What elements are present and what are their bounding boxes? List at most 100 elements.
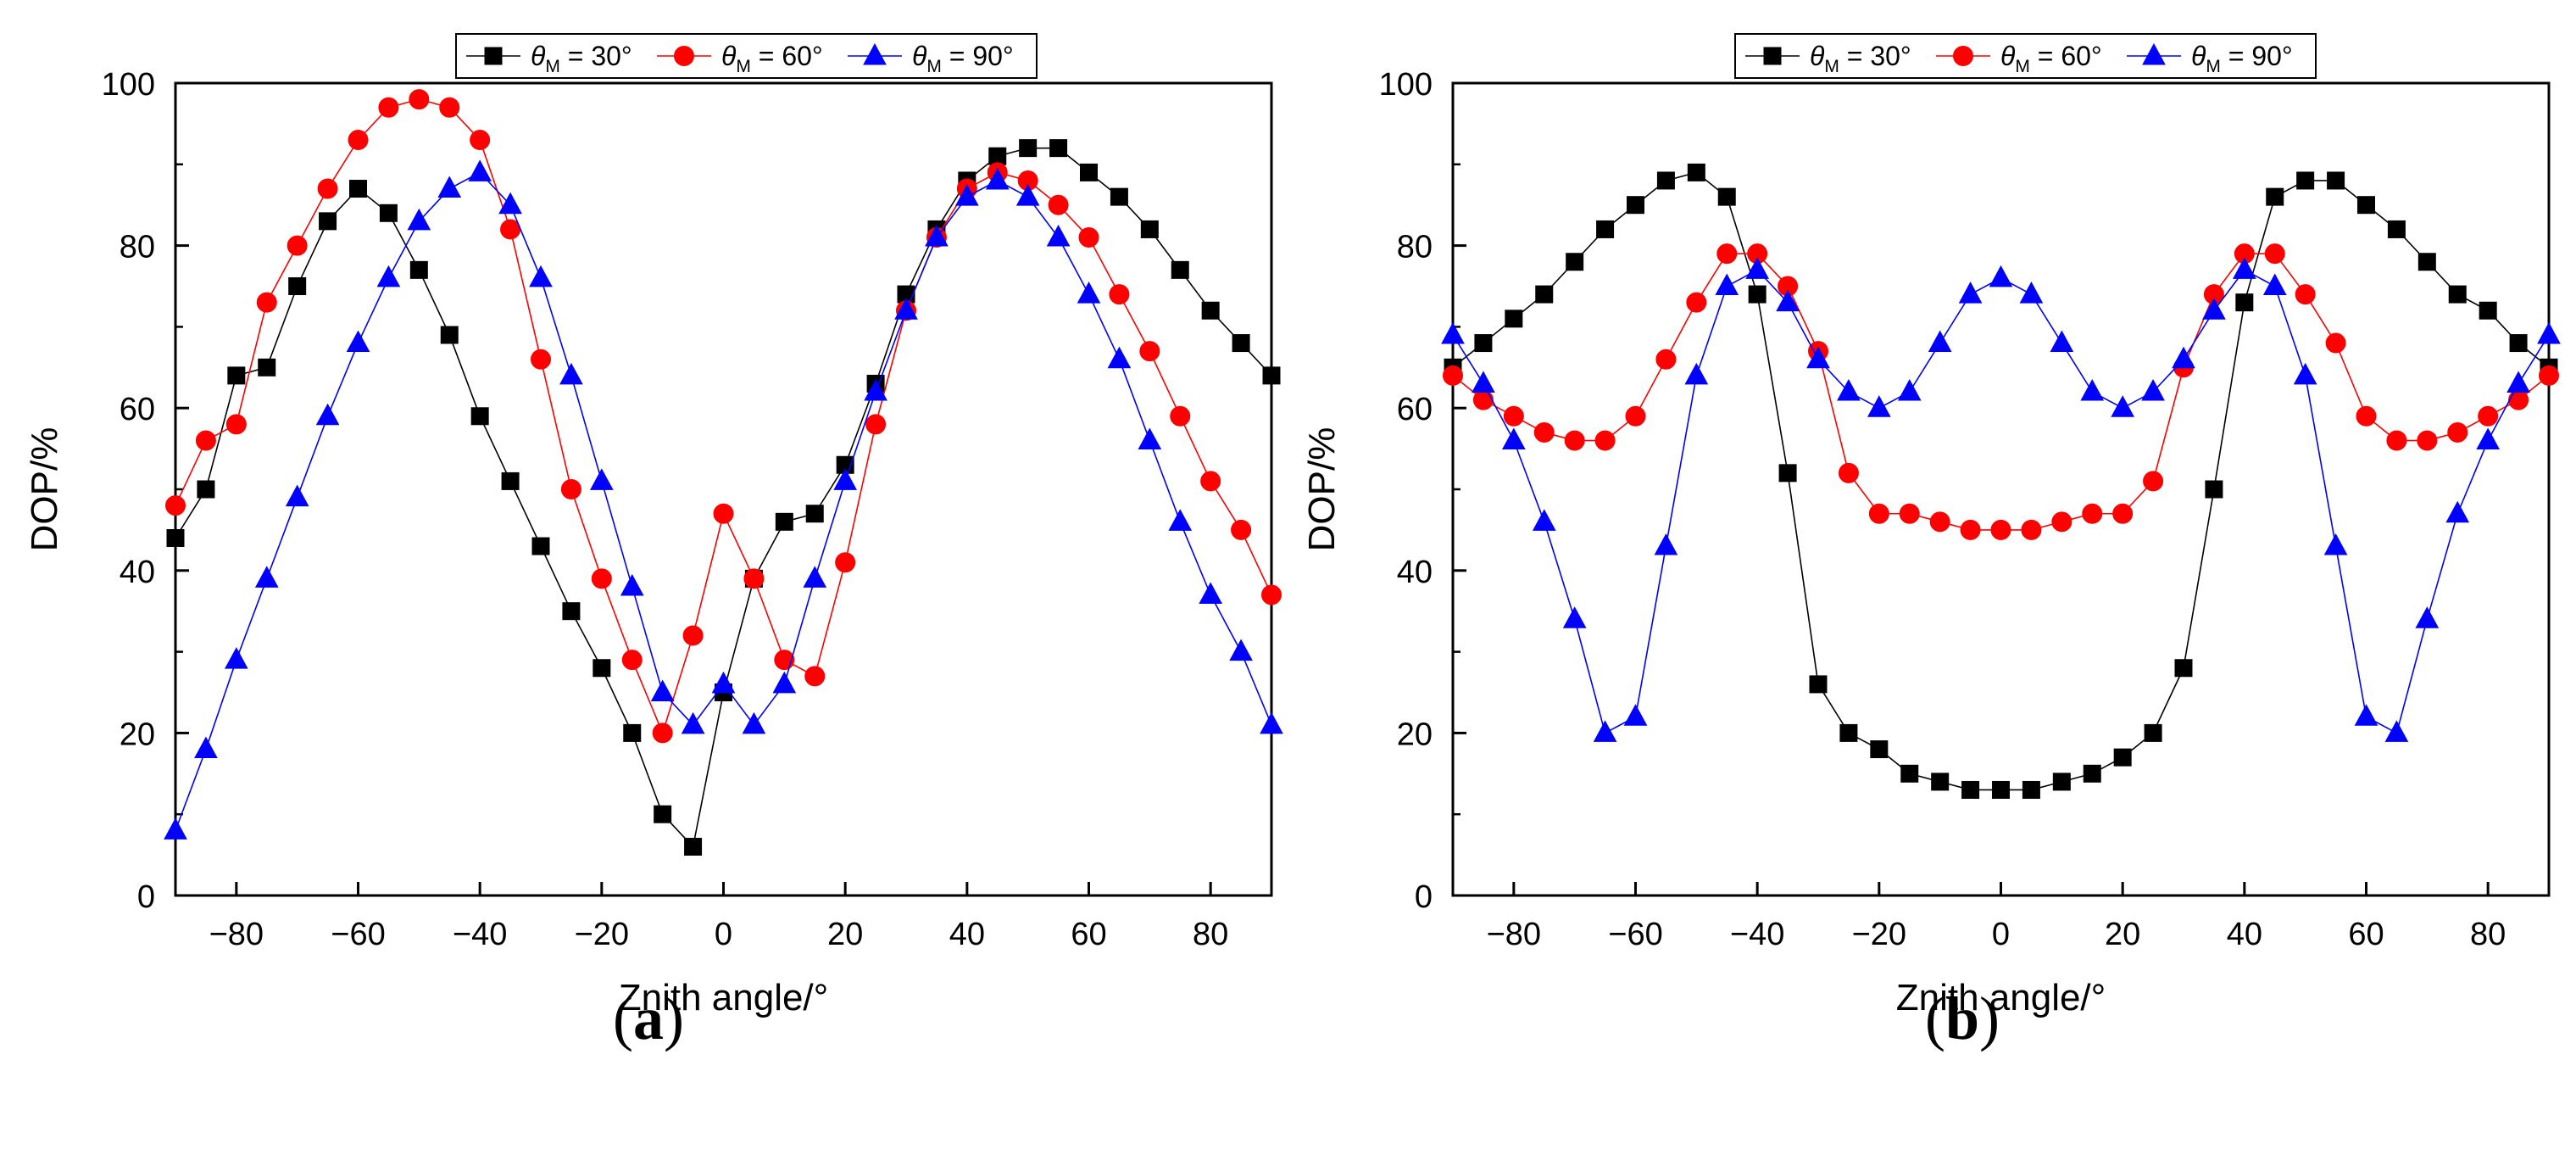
data-point bbox=[1474, 334, 1493, 353]
data-point bbox=[439, 97, 460, 118]
series-line bbox=[1452, 253, 2550, 531]
data-point bbox=[2266, 187, 2284, 206]
x-tick-label: −40 bbox=[453, 917, 507, 952]
legend-subscript: M bbox=[2206, 57, 2221, 76]
data-point bbox=[227, 366, 246, 385]
data-point bbox=[1501, 427, 1526, 450]
legend-entry: θM = 90° bbox=[848, 41, 1014, 76]
legend-entry: θM = 30° bbox=[466, 41, 632, 76]
series-3 bbox=[1441, 257, 2561, 742]
series-3 bbox=[164, 159, 1283, 840]
data-point bbox=[470, 130, 491, 151]
data-point bbox=[1596, 220, 1615, 238]
data-point bbox=[225, 414, 247, 435]
data-point bbox=[501, 471, 520, 490]
data-point bbox=[562, 602, 581, 621]
data-point bbox=[2293, 362, 2317, 385]
data-point bbox=[835, 552, 856, 573]
legend-symbol: θ bbox=[531, 41, 546, 71]
data-point bbox=[379, 204, 398, 222]
data-point bbox=[285, 484, 309, 507]
data-point bbox=[1109, 284, 1130, 305]
legend-subscript: M bbox=[926, 57, 942, 76]
data-point bbox=[1168, 509, 1193, 531]
plot-frame bbox=[174, 81, 1273, 897]
data-point bbox=[1564, 430, 1585, 451]
data-point bbox=[531, 349, 551, 370]
chart-panel-b: −80 −60 −40 −20 0 20 40 60 80 0 20 40 60 80 100 Znith a… bbox=[1301, 33, 2561, 1052]
data-point bbox=[954, 184, 979, 206]
x-tick-label: 20 bbox=[827, 917, 863, 952]
data-point bbox=[1989, 265, 2013, 287]
data-point bbox=[1684, 362, 1709, 385]
data-point bbox=[1686, 292, 1707, 313]
legend-subscript: M bbox=[1824, 57, 1839, 76]
data-point bbox=[1533, 421, 1555, 443]
data-point bbox=[804, 666, 826, 687]
x-tick-label: −20 bbox=[1852, 917, 1906, 952]
data-point bbox=[529, 265, 553, 287]
y-tick-label: 20 bbox=[1397, 717, 1433, 752]
data-point bbox=[1472, 389, 1494, 410]
data-point bbox=[1200, 471, 1221, 492]
data-point bbox=[713, 503, 734, 524]
data-point bbox=[1745, 257, 1770, 279]
data-point bbox=[2384, 720, 2409, 742]
data-point bbox=[684, 838, 703, 856]
data-point bbox=[2506, 371, 2530, 393]
data-point bbox=[2447, 421, 2468, 443]
data-point bbox=[2357, 196, 2375, 215]
data-point bbox=[1503, 405, 1524, 427]
data-point bbox=[319, 212, 337, 231]
data-point bbox=[2417, 430, 2438, 451]
data-point bbox=[1535, 285, 1554, 304]
data-point bbox=[559, 362, 583, 385]
data-point bbox=[1594, 430, 1616, 451]
data-point bbox=[1138, 427, 1162, 450]
data-point bbox=[2508, 389, 2529, 410]
data-point bbox=[1838, 462, 1859, 483]
legend-subscript: M bbox=[545, 57, 560, 76]
legend: θM = 30° θM = 60° θM = 90° bbox=[455, 33, 1038, 79]
data-point bbox=[258, 358, 276, 377]
data-point bbox=[2356, 405, 2377, 427]
data-point bbox=[2144, 723, 2162, 742]
data-point bbox=[2113, 748, 2132, 767]
x-axis-title: Znith angle/° bbox=[1896, 977, 2106, 1018]
y-tick-label: 0 bbox=[1415, 879, 1433, 915]
legend-symbol: θ bbox=[912, 41, 927, 71]
data-point bbox=[195, 430, 216, 451]
data-point bbox=[1110, 187, 1128, 206]
series-line bbox=[1452, 269, 2550, 734]
data-point bbox=[1562, 606, 1587, 628]
data-point bbox=[1806, 346, 1830, 369]
data-point bbox=[164, 817, 187, 840]
data-point bbox=[165, 495, 186, 516]
x-tick-label: −40 bbox=[1730, 917, 1784, 952]
series-2 bbox=[1443, 243, 2559, 540]
data-point bbox=[376, 265, 401, 287]
y-tick-label: 100 bbox=[1379, 67, 1433, 103]
y-tick-label: 80 bbox=[1397, 230, 1433, 265]
x-tick-label: 0 bbox=[1992, 917, 2010, 952]
data-point bbox=[2235, 293, 2254, 312]
data-point bbox=[288, 277, 307, 295]
data-point bbox=[2051, 511, 2072, 533]
data-point bbox=[742, 711, 766, 734]
data-point bbox=[1171, 260, 1189, 279]
data-point bbox=[346, 330, 370, 353]
series-1 bbox=[166, 139, 1281, 856]
legend-symbol: θ bbox=[1810, 41, 1825, 71]
data-point bbox=[1776, 289, 1800, 312]
panel-label-letter: a bbox=[633, 985, 664, 1052]
data-point bbox=[1229, 639, 1253, 661]
y-axis-title: DOP/% bbox=[24, 427, 65, 552]
legend-marker bbox=[2142, 42, 2166, 65]
legend-marker bbox=[674, 46, 694, 66]
x-tick-label: 80 bbox=[2470, 917, 2506, 952]
legend-symbol: θ bbox=[2000, 41, 2016, 71]
data-point bbox=[2021, 519, 2042, 540]
data-point bbox=[593, 659, 611, 678]
plot-area bbox=[1441, 163, 2561, 799]
y-tick-label: 60 bbox=[120, 392, 155, 427]
